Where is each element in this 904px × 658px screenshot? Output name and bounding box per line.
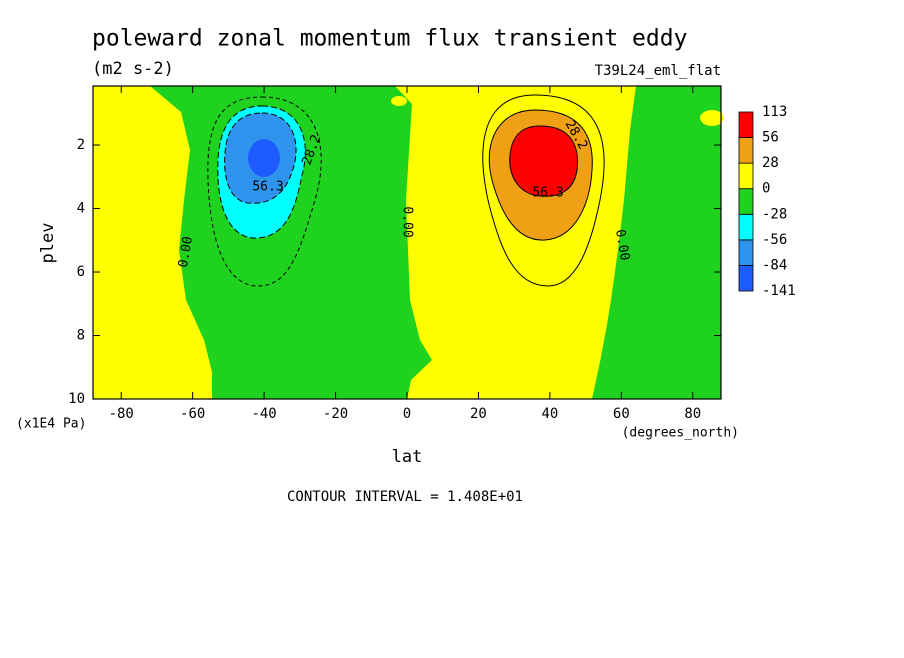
y-tick-label: 2 [77,137,85,153]
colorbar-label: -141 [762,283,796,299]
colorbar-box [738,213,754,241]
contour-label: 0.00 [612,228,632,261]
colorbar-box [738,239,754,266]
colorbar-box [738,111,754,138]
colorbar-label: -28 [762,206,787,222]
colorbar-label: 28 [762,155,779,171]
region [248,139,280,177]
contour-label: 0.00 [400,206,415,237]
x-tick-label: -40 [251,406,276,422]
colorbar-label: 113 [762,104,787,120]
colorbar-box [738,137,754,164]
x-tick-label: 40 [541,406,558,422]
contour-label: 0.00 [176,235,196,268]
contour-line [207,96,322,287]
y-tick-label: 10 [68,391,85,407]
y-axis-units: (x1E4 Pa) [16,417,86,432]
colorbar-box [738,162,754,190]
region [509,126,578,197]
region [391,96,407,106]
x-tick-label: -20 [323,406,348,422]
x-tick-label: -80 [109,406,134,422]
x-tick-label: -60 [180,406,205,422]
contour-label: 56.3 [252,180,283,195]
y-tick-label: 6 [77,264,85,280]
x-tick-label: 20 [470,406,487,422]
contour-line [482,94,605,287]
region [592,86,721,399]
footer: CONTOUR INTERVAL = 1.408E+01 [287,489,523,505]
contour-line [488,109,593,241]
colorbar-label: 56 [762,130,779,146]
colorbar-label: 0 [762,181,770,197]
dataset-label: T39L24_eml_flat [595,63,721,79]
colorbar-box [738,265,754,292]
chart-title: poleward zonal momentum flux transient e… [92,26,687,52]
region [700,110,724,126]
x-tick-label: 80 [684,406,701,422]
units: (m2 s-2) [92,59,174,79]
x-tick-label: 0 [403,406,411,422]
y-tick-label: 8 [77,328,85,344]
colorbar-box [738,188,754,215]
contour-line [224,112,297,204]
contour-line [509,125,579,197]
y-tick-label: 4 [77,201,85,217]
contour-label: 56.3 [532,186,563,201]
x-tick-label: 60 [613,406,630,422]
colorbar-label: -84 [762,257,787,273]
y-axis-label: plev [38,223,58,264]
x-axis-label: lat [392,447,423,467]
colorbar-label: -56 [762,232,787,248]
x-axis-units: (degrees_north) [622,426,739,441]
